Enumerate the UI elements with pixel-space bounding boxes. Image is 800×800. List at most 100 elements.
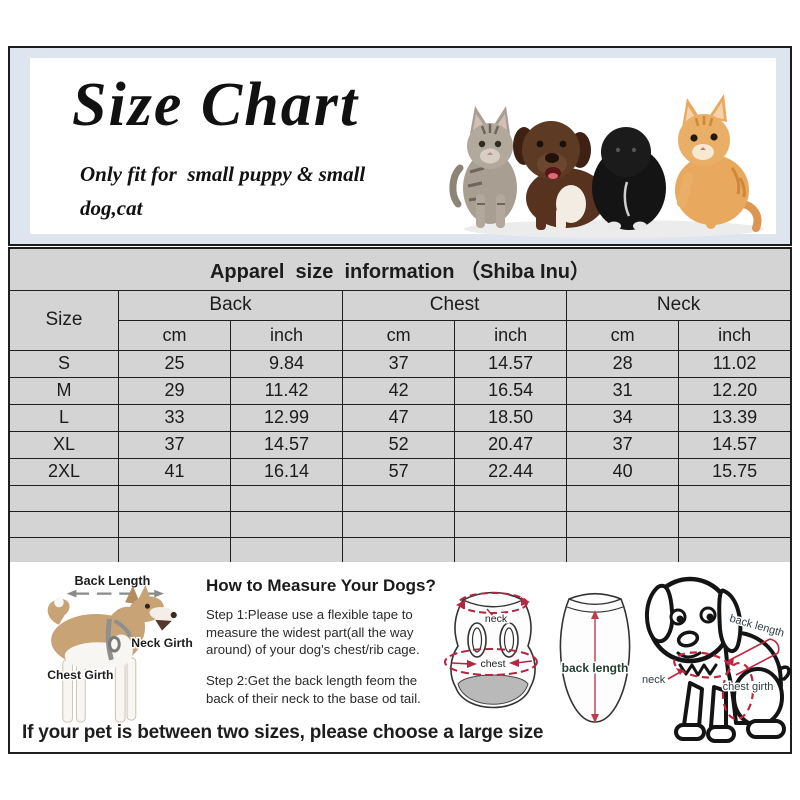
table-title: Apparel size information （Shiba Inu） [8,247,792,291]
table-cell: 20.47 [454,430,568,459]
table-cell: 40 [566,457,680,486]
table-cell: 12.99 [230,403,344,432]
table-cell: 15.75 [678,457,792,486]
table-cell [566,484,680,512]
vest-chest-ring [444,648,538,676]
table-cell: 57 [342,457,456,486]
dog-shape [47,584,177,723]
size-table: Apparel size information （Shiba Inu） Siz… [8,247,792,564]
table-cell [678,510,792,538]
table-cell: 28 [566,349,680,378]
table-row: S 25 9.84 37 14.57 28 11.02 [8,349,792,378]
header-section: Size Chart Only fit for small puppy & sm… [8,46,792,246]
table-cell: 52 [342,430,456,459]
table-cell [678,536,792,564]
puppy-cartoon: back length neck chest girth [641,576,791,743]
table-cell: 11.02 [678,349,792,378]
table-cell: 13.39 [678,403,792,432]
vest-neck-ring [456,592,530,617]
table-cell: 16.54 [454,376,568,405]
black-puppy [592,127,666,231]
table-cell: 34 [566,403,680,432]
vest-back-length-arrow [591,610,599,723]
table-cell: 14.57 [230,430,344,459]
puppy-measure-marks [667,638,780,721]
vest-neck-label: neck [485,613,508,625]
table-cell: 9.84 [230,349,344,378]
puppy-shape [645,576,791,743]
brown-puppy [513,121,606,230]
table-cell: 31 [566,376,680,405]
group-header-neck: Neck [566,289,792,321]
table-cell [8,510,119,538]
size-cell: M [8,376,119,405]
table-row: Size Back Chest Neck [8,289,792,351]
measure-step1: Step 1:Please use a flexible tape to mea… [206,607,420,658]
unit-header: inch [678,319,792,351]
table-row: cm inch cm inch cm inch [9,319,792,351]
table-cell [454,536,568,564]
measure-heading: How to Measure Your Dogs? [206,576,436,595]
table-row-empty [8,510,792,538]
unit-header: inch [230,319,344,351]
table-cell: 29 [117,376,232,405]
back-length-label: Back Length [75,574,151,588]
table-cell: 37 [566,430,680,459]
table-cell [342,536,456,564]
table-cell: 42 [342,376,456,405]
table-cell: 37 [342,349,456,378]
table-cell [117,510,232,538]
table-cell [117,536,232,564]
table-cell [454,510,568,538]
table-cell [230,510,344,538]
table-cell: 11.42 [230,376,344,405]
size-cell: L [8,403,119,432]
table-cell: 14.57 [678,430,792,459]
measure-step2: Step 2:Get the back length feom the back… [206,673,421,706]
table-cell [8,484,119,512]
table-cell [230,536,344,564]
table-cell: 41 [117,457,232,486]
table-cell: 33 [117,403,232,432]
table-cell: 16.14 [230,457,344,486]
table-row: L 33 12.99 47 18.50 34 13.39 [8,403,792,432]
unit-header: cm [342,319,456,351]
unit-header: cm [566,319,680,351]
vest-diagrams: neck chest back length [444,591,631,723]
size-cell: S [8,349,119,378]
table-cell [117,484,232,512]
table-cell [678,484,792,512]
vest-back-diagram: back length [559,592,631,723]
table-row: M 29 11.42 42 16.54 31 12.20 [8,376,792,405]
unit-header: inch [454,319,568,351]
subtitle-line2: dog,cat [80,196,143,220]
table-cell: 22.44 [454,457,568,486]
table-cell [8,536,119,564]
table-cell: 37 [117,430,232,459]
footer-note: If your pet is between two sizes, please… [22,722,544,743]
table-row: Apparel size information （Shiba Inu） [8,247,792,291]
table-row: 2XL 41 16.14 57 22.44 40 15.75 [8,457,792,486]
table-cell: 25 [117,349,232,378]
dog-side-illustration: Back Length Nec [46,574,194,723]
vest-back-length-label: back length [562,661,629,675]
header-inner: Size Chart Only fit for small puppy & sm… [30,58,776,238]
table-cell: 18.50 [454,403,568,432]
group-header-back: Back [117,289,344,321]
table-cell [454,484,568,512]
neck-girth-label: Neck Girth [131,636,192,650]
table-cell [566,536,680,564]
table-cell [566,510,680,538]
puppy-neck-label: neck [642,674,666,686]
size-cell: 2XL [8,457,119,486]
size-col-header: Size [8,289,119,351]
subtitle-line1: Only fit for small puppy & small [80,162,366,186]
page-title: Size Chart [72,71,360,139]
table-cell [230,484,344,512]
table-row-empty [8,536,792,564]
measure-section: Back Length Nec [8,562,792,754]
pets-photo [449,94,764,238]
gray-kitten [449,106,517,228]
measure-guide: How to Measure Your Dogs? Step 1:Please … [206,576,438,720]
